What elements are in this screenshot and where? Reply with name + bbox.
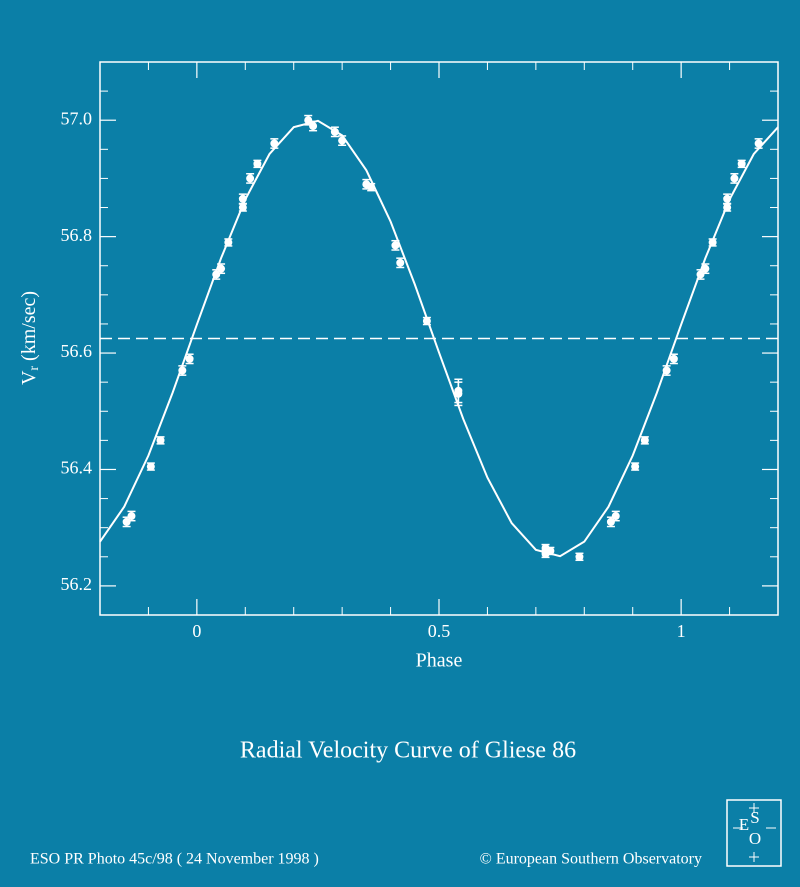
data-point xyxy=(391,241,400,250)
data-point xyxy=(737,159,746,168)
data-point xyxy=(212,270,221,279)
data-point xyxy=(723,194,732,203)
x-axis-label: Phase xyxy=(416,650,463,672)
data-point xyxy=(224,238,233,247)
credit-right: © European Southern Observatory xyxy=(480,851,702,868)
y-tick-label: 56.4 xyxy=(61,458,93,478)
y-label-rest: (km/sec) xyxy=(18,291,40,361)
y-label-sub: r xyxy=(27,366,42,371)
data-point xyxy=(606,517,615,526)
x-tick-label: 1 xyxy=(677,621,686,641)
data-point xyxy=(730,174,739,183)
data-point xyxy=(396,258,405,267)
data-point xyxy=(217,264,226,273)
data-point xyxy=(338,136,347,145)
data-point xyxy=(270,139,279,148)
y-axis-label: Vr (km/sec) xyxy=(18,291,43,385)
y-tick-label: 56.6 xyxy=(61,341,93,361)
data-point xyxy=(238,203,247,212)
chart-title: Radial Velocity Curve of Gliese 86 xyxy=(240,738,576,764)
eso-logo: E S O xyxy=(726,799,782,867)
data-point xyxy=(304,116,313,125)
data-point xyxy=(723,203,732,212)
data-point xyxy=(701,264,710,273)
data-point xyxy=(640,436,649,445)
data-point xyxy=(631,462,640,471)
data-point xyxy=(156,436,165,445)
y-tick-label: 56.2 xyxy=(61,574,93,594)
logo-box xyxy=(726,799,782,867)
data-point xyxy=(669,354,678,363)
data-point xyxy=(246,174,255,183)
data-point xyxy=(238,194,247,203)
data-point xyxy=(696,270,705,279)
data-point xyxy=(185,354,194,363)
data-point xyxy=(454,389,463,398)
data-point xyxy=(367,183,376,192)
x-tick-label: 0 xyxy=(192,621,201,641)
data-point xyxy=(253,159,262,168)
data-point xyxy=(546,546,555,555)
y-label-main: V xyxy=(18,370,40,385)
logo-letter: S xyxy=(750,808,759,827)
data-point xyxy=(309,122,318,131)
data-point xyxy=(127,512,136,521)
x-tick-label: 0.5 xyxy=(428,621,451,641)
data-point xyxy=(754,139,763,148)
logo-letter: E xyxy=(739,815,749,834)
y-tick-label: 56.8 xyxy=(61,225,93,245)
data-point xyxy=(575,552,584,561)
data-point xyxy=(122,517,131,526)
data-point xyxy=(330,127,339,136)
credit-left: ESO PR Photo 45c/98 ( 24 November 1998 ) xyxy=(30,851,319,868)
data-point xyxy=(146,462,155,471)
data-point xyxy=(708,238,717,247)
logo-letter: O xyxy=(749,829,761,848)
data-point xyxy=(178,366,187,375)
y-tick-label: 57.0 xyxy=(61,108,93,128)
data-point xyxy=(662,366,671,375)
data-point xyxy=(422,317,431,326)
data-point xyxy=(611,512,620,521)
